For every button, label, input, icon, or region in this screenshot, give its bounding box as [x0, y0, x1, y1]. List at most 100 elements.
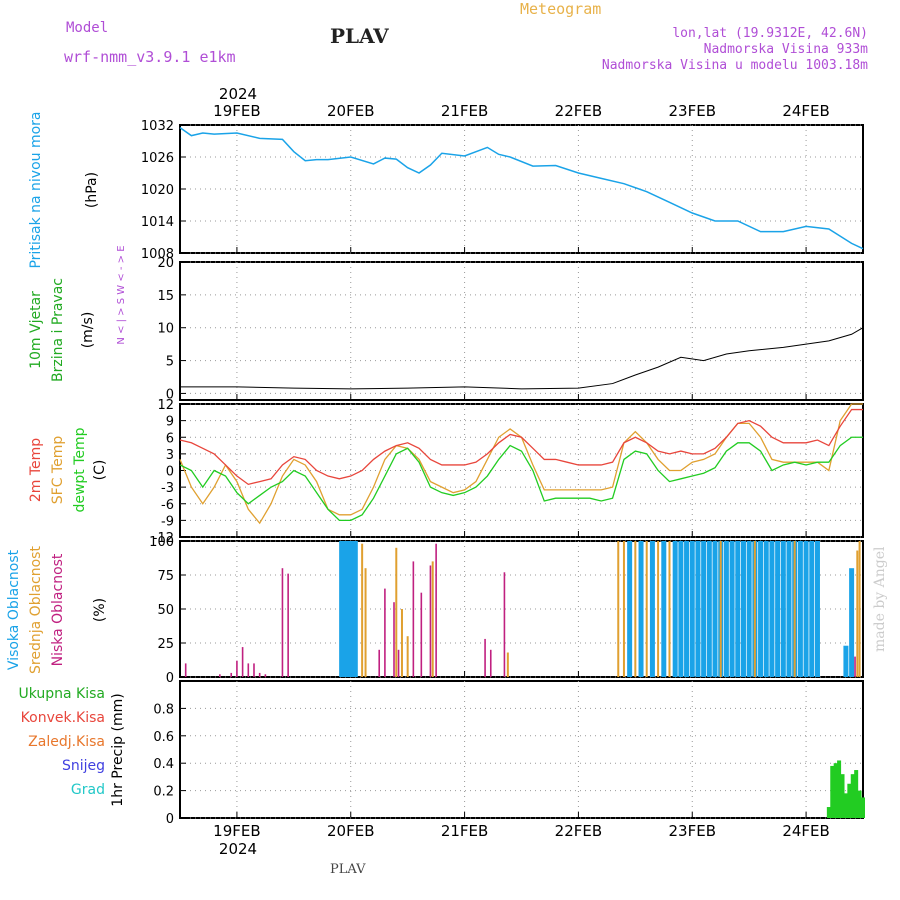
bar-mid-cloud — [406, 636, 409, 677]
bar-high-cloud — [695, 541, 701, 677]
bar-high-cloud — [735, 541, 741, 677]
unit-pressure: (hPa) — [84, 172, 100, 208]
day-label-top: 22FEB — [555, 102, 602, 120]
day-label-top: 21FEB — [441, 102, 488, 120]
bar-low-cloud — [219, 674, 221, 677]
bar-high-cloud — [352, 541, 358, 677]
model-elevation-text: Nadmorska Visina u modelu 1003.18m — [601, 58, 868, 73]
bar-mid-cloud — [431, 561, 434, 677]
bar-low-cloud — [397, 649, 400, 677]
series-sfc-temp — [179, 403, 863, 525]
bar-high-cloud — [729, 541, 735, 677]
day-label-bottom: 21FEB — [441, 822, 488, 840]
bar-high-cloud — [814, 541, 820, 677]
bar-high-cloud — [684, 541, 690, 677]
model-label: Model — [66, 20, 109, 36]
tick-label-y: 15 — [157, 289, 174, 304]
bar-precip — [826, 807, 831, 818]
bar-mid-cloud — [634, 541, 637, 677]
tick-label-y: 0 — [166, 387, 174, 402]
bar-high-cloud — [769, 541, 775, 677]
panel-frame-wind — [179, 261, 864, 401]
bar-mid-cloud — [361, 543, 364, 677]
bar-mid-cloud — [400, 609, 403, 677]
bar-high-cloud — [348, 541, 354, 677]
bar-mid-cloud — [364, 568, 367, 677]
bar-high-cloud — [797, 541, 803, 677]
ylabel-low-cloud: Niska Oblacnost — [50, 553, 66, 666]
series-wind-speed — [180, 327, 864, 390]
bar-low-cloud — [484, 638, 486, 677]
bar-high-cloud — [723, 541, 729, 677]
day-label-bottom: 22FEB — [555, 822, 602, 840]
bar-mid-cloud — [645, 541, 648, 677]
unit-wind: (m/s) — [80, 312, 96, 349]
bar-precip — [850, 774, 855, 818]
elevation-text: Nadmorska Visina 933m — [703, 42, 868, 57]
bar-high-cloud — [678, 541, 684, 677]
bar-low-cloud — [489, 649, 492, 677]
tick-label-y: 25 — [157, 637, 174, 652]
ylabel-wind-sub: Brzina i Pravac — [50, 278, 66, 382]
bar-high-cloud — [763, 541, 769, 677]
tick-label-y: 12 — [157, 398, 174, 413]
bar-high-cloud — [780, 541, 786, 677]
bar-mid-cloud — [719, 541, 722, 677]
bar-precip — [843, 793, 848, 818]
tick-label-y: 1008 — [141, 247, 174, 262]
bar-precip — [847, 783, 852, 818]
bar-low-cloud — [281, 568, 284, 677]
series-2m-temp — [179, 408, 863, 486]
bar-high-cloud — [712, 541, 718, 677]
bar-mid-cloud — [622, 541, 625, 677]
bar-mid-cloud — [395, 547, 398, 677]
bar-high-cloud — [343, 541, 349, 677]
ylabel-high-cloud: Visoka Oblacnost — [6, 549, 22, 670]
ylabel-precip: 1hr Precip (mm) — [110, 693, 126, 806]
legend-precip-3: Snijeg — [62, 758, 105, 774]
bar-high-cloud — [672, 541, 678, 677]
bar-high-cloud — [661, 541, 667, 677]
tick-label-y: 0 — [166, 812, 174, 827]
bar-low-cloud — [378, 649, 381, 677]
day-label-top: 19FEB — [213, 102, 260, 120]
tick-label-y: -9 — [161, 514, 174, 529]
ylabel-2m-temp: 2m Temp — [28, 438, 44, 502]
bar-high-cloud — [786, 541, 792, 677]
tick-label-y: 0 — [166, 465, 174, 480]
ylabel-mid-cloud: Srednja Oblacnost — [28, 546, 44, 674]
day-label-bottom: 24FEB — [782, 822, 829, 840]
bar-high-cloud — [849, 568, 855, 677]
unit-cloud: (%) — [92, 598, 108, 622]
tick-label-y: 3 — [166, 448, 174, 463]
tick-label-y: 1020 — [141, 183, 174, 198]
tick-label-y: 20 — [157, 256, 174, 271]
bar-precip — [854, 770, 859, 818]
bar-precip — [857, 790, 862, 818]
day-label-top: 20FEB — [327, 102, 374, 120]
bar-high-cloud — [740, 541, 746, 677]
tick-label-y: 10 — [157, 322, 174, 337]
ylabel-wind: 10m Vjetar — [28, 291, 44, 369]
ylabel-pressure: Pritisak na nivou mora — [28, 111, 44, 268]
bar-low-cloud — [184, 663, 187, 677]
ylabel-sfc-temp: SFC Temp — [50, 436, 66, 505]
station-title: PLAV — [330, 24, 389, 48]
tick-label-y: 0.2 — [153, 785, 174, 800]
bar-low-cloud — [384, 588, 386, 677]
meteogram-title: Meteogram — [520, 0, 602, 18]
location-text: lon,lat (19.9312E, 42.6N) — [672, 26, 868, 41]
legend-precip-1: Konvek.Kisa — [21, 710, 105, 726]
bar-precip — [840, 774, 845, 818]
tick-label-y: 75 — [157, 569, 174, 584]
bar-low-cloud — [503, 572, 506, 677]
bar-low-cloud — [420, 592, 423, 677]
series-dewpt-temp — [179, 436, 863, 522]
bar-low-cloud — [854, 656, 856, 677]
bar-low-cloud — [253, 663, 255, 677]
bar-high-cloud — [701, 541, 707, 677]
bar-high-cloud — [746, 541, 752, 677]
day-label-top: 23FEB — [669, 102, 716, 120]
bar-precip — [833, 763, 838, 818]
